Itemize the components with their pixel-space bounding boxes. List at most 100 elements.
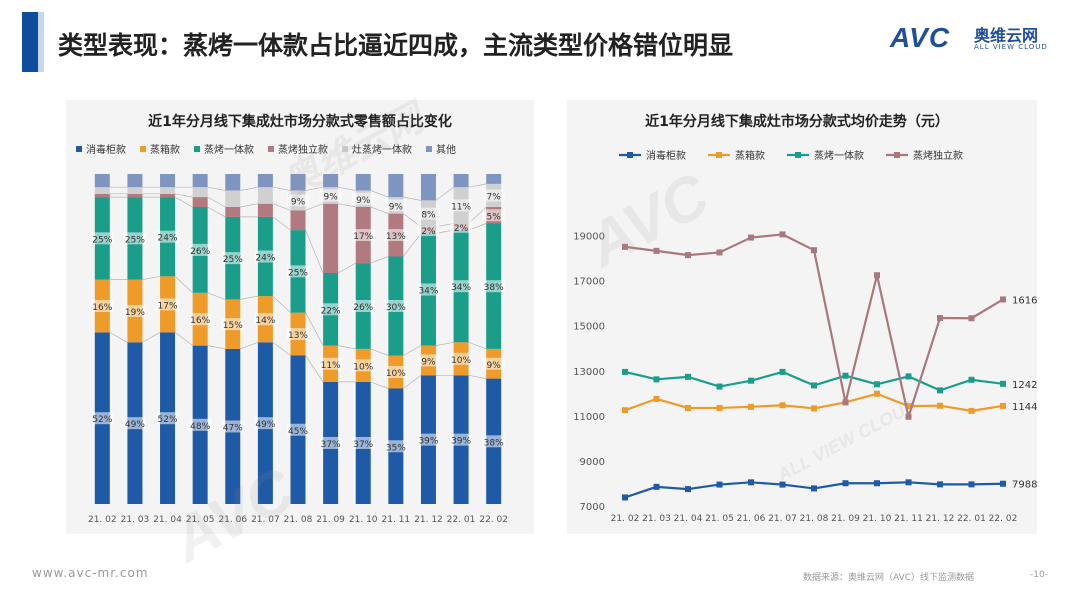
- bar-data-label: 15%: [223, 321, 243, 331]
- line-legend-marker: [795, 152, 801, 158]
- bar-x-tick-label: 21. 07: [251, 515, 280, 525]
- line-data-point: [905, 403, 912, 410]
- line-x-tick-label: 21. 12: [926, 514, 955, 524]
- bar-label-bg: [352, 300, 375, 312]
- line-end-value-label: 7988: [1012, 480, 1037, 491]
- line-data-point: [779, 481, 786, 488]
- line-data-point: [779, 402, 786, 409]
- line-x-tick-label: 21. 07: [768, 514, 797, 524]
- bar-x-tick-label: 21. 08: [284, 515, 313, 525]
- bar-segment: [192, 197, 208, 207]
- bar-data-label: 25%: [125, 235, 145, 245]
- bar-segment: [355, 174, 371, 191]
- line-data-point: [968, 407, 975, 414]
- line-x-tick-label: 21. 08: [800, 514, 829, 524]
- bar-x-tick-label: 22. 01: [447, 515, 476, 525]
- line-data-point: [937, 315, 943, 322]
- bar-label-bg: [123, 232, 146, 245]
- bar-label-bg: [254, 313, 277, 326]
- bar-data-label: 25%: [92, 235, 112, 245]
- bar-x-tick-label: 21. 10: [349, 515, 378, 525]
- bar-label-bg: [319, 189, 342, 202]
- bar-connector-line: [272, 203, 291, 211]
- bar-connector-line: [468, 183, 487, 188]
- bar-label-bg: [189, 243, 212, 256]
- bar-legend-item: 蒸烤独立款: [268, 143, 328, 156]
- bar-connector-line: [435, 186, 454, 201]
- bar-connector-line: [240, 341, 259, 350]
- bar-data-label: 24%: [255, 254, 275, 264]
- line-data-point: [1000, 380, 1006, 387]
- bar-data-label: 9%: [356, 196, 371, 206]
- bar-connector-line: [240, 186, 258, 191]
- bar-segment: [127, 193, 143, 198]
- page-title: 类型表现：蒸烤一体款占比逼近四成，主流类型价格错位明显: [58, 31, 734, 60]
- bar-label-bg: [417, 283, 440, 296]
- bar-label-bg: [450, 280, 473, 293]
- line-x-tick-label: 21. 11: [894, 514, 923, 524]
- bar-connector-line: [174, 193, 193, 198]
- line-data-point: [653, 483, 660, 490]
- bar-data-label: 45%: [288, 427, 308, 437]
- bar-segment: [486, 174, 502, 184]
- bar-label-bg: [189, 418, 212, 431]
- bar-segment: [323, 174, 339, 188]
- line-x-tick-label: 21. 05: [705, 514, 734, 524]
- bar-legend-item: 蒸箱款: [140, 143, 180, 156]
- bar-connector-line: [403, 345, 422, 356]
- line-data-point: [685, 404, 691, 411]
- line-data-point: [685, 252, 691, 259]
- line-x-tick-label: 21. 02: [611, 514, 640, 524]
- bar-legend-swatch: [76, 146, 82, 152]
- bar-data-label: 26%: [353, 303, 373, 313]
- bar-label-bg: [384, 229, 407, 242]
- line-chart-title: 近1年分月线下集成灶市场分款式均价走势（元）: [645, 113, 949, 130]
- bar-connector-line: [305, 203, 324, 211]
- bar-segment: [225, 207, 241, 217]
- bar-data-label: 48%: [190, 422, 210, 432]
- line-data-point: [937, 481, 943, 488]
- bar-x-tick-label: 21. 05: [186, 515, 215, 525]
- bar-label-bg: [450, 220, 473, 233]
- bar-data-label: 17%: [353, 232, 373, 242]
- bar-label-bg: [352, 436, 375, 449]
- bar-connector-line: [142, 332, 161, 343]
- bar-x-tick-label: 21. 11: [382, 515, 411, 525]
- line-legend-label: 蒸箱款: [735, 149, 765, 162]
- bar-x-tick-label: 21. 09: [316, 515, 345, 525]
- line-y-tick-label: 7000: [580, 502, 605, 513]
- line-legend-item: 蒸烤一体款: [787, 149, 864, 162]
- bar-legend-swatch: [194, 146, 200, 152]
- bar-segment: [127, 187, 143, 194]
- line-data-point: [811, 405, 817, 412]
- line-data-point: [622, 407, 628, 414]
- bar-x-tick-label: 22. 02: [479, 515, 508, 525]
- bar-label-bg: [156, 412, 179, 425]
- bar-data-label: 13%: [386, 232, 406, 242]
- bar-connector-line: [240, 203, 258, 208]
- bar-segment: [257, 203, 273, 217]
- bar-connector-line: [109, 332, 128, 343]
- line-data-point: [842, 372, 849, 379]
- line-legend-marker: [716, 152, 722, 158]
- bar-label-bg: [417, 433, 440, 446]
- bar-data-label: 19%: [125, 308, 145, 318]
- bar-data-label: 47%: [223, 423, 243, 433]
- bar-label-bg: [319, 436, 342, 449]
- bar-label-bg: [287, 194, 309, 207]
- bar-legend-label: 消毒柜款: [86, 143, 126, 156]
- bar-segment: [257, 187, 273, 204]
- footer-page-number: -10-: [1030, 570, 1048, 580]
- bar-x-tick-label: 21. 02: [88, 515, 117, 525]
- line-data-point: [905, 373, 912, 380]
- bar-data-label: 11%: [321, 361, 341, 371]
- bar-label-bg: [384, 440, 407, 453]
- bar-data-label: 30%: [386, 303, 406, 313]
- bar-x-tick-label: 21. 06: [218, 515, 247, 525]
- price-chart-panel: 近1年分月线下集成灶市场分款式均价走势（元） 消毒柜款 蒸箱款 蒸烤一体款 蒸烤独立款 7…: [567, 100, 1044, 534]
- line-legend-marker: [627, 152, 633, 158]
- bar-label-bg: [482, 435, 505, 448]
- bar-data-label: 26%: [190, 247, 210, 257]
- bar-label-bg: [352, 359, 375, 372]
- bar-label-bg: [287, 423, 309, 436]
